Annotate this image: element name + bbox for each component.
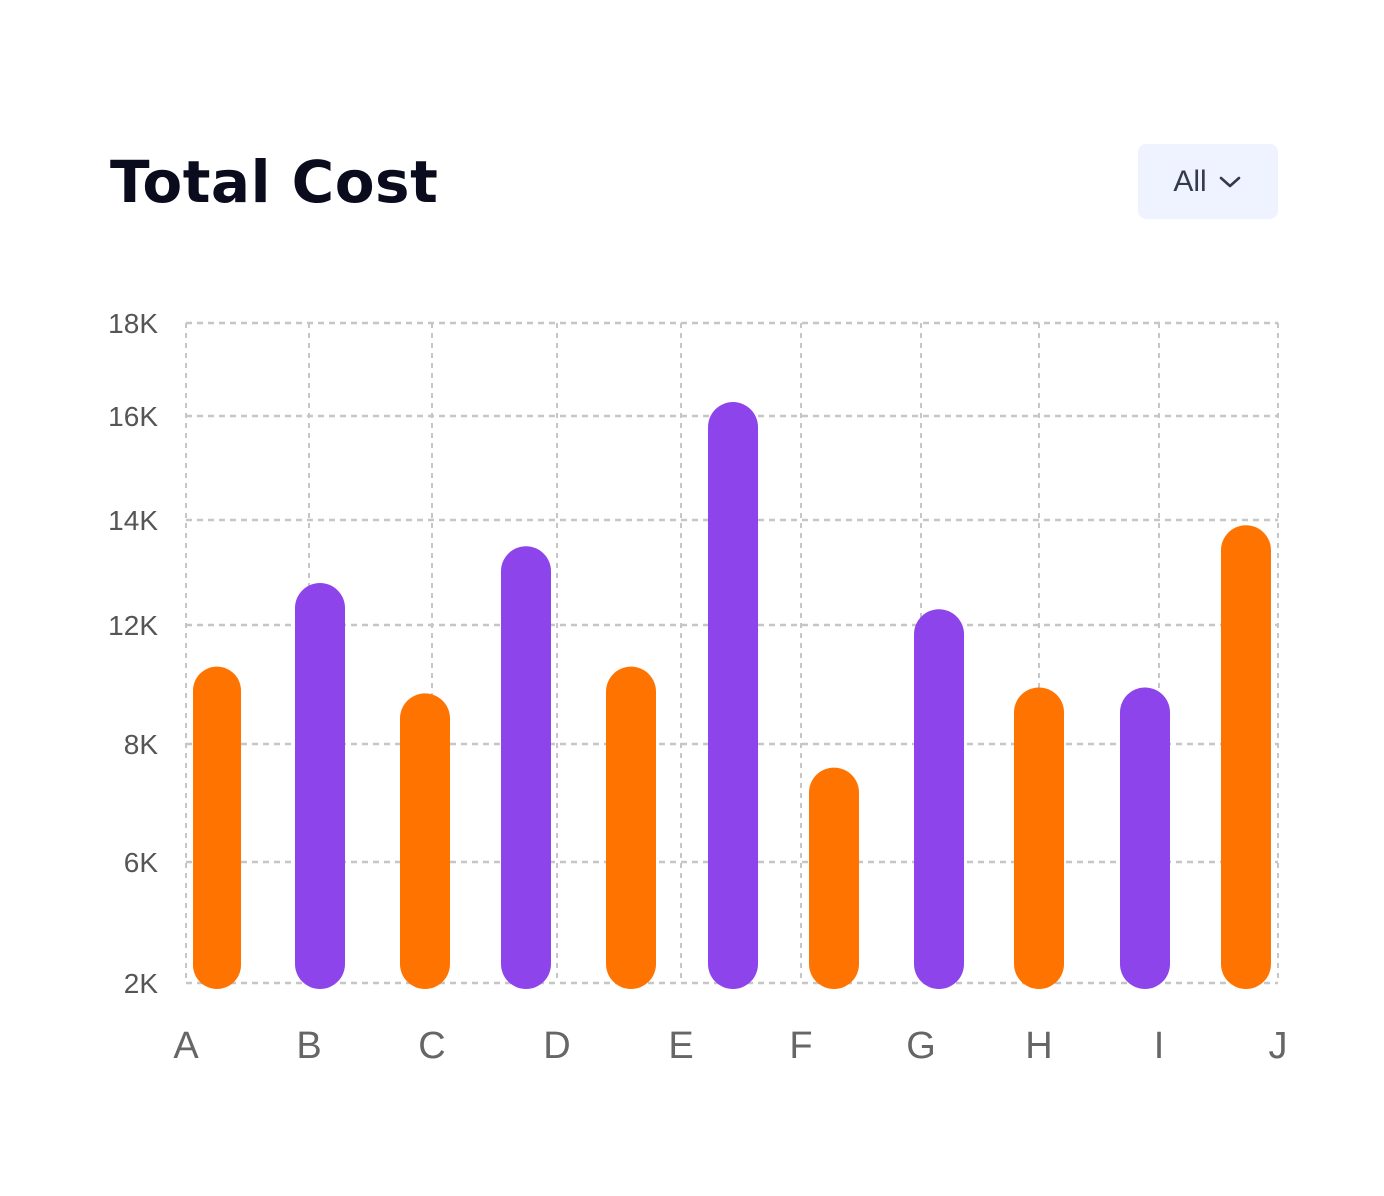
bar-c-orange: [400, 693, 450, 989]
y-tick-label: 16K: [108, 401, 158, 432]
bar-f-orange: [809, 767, 859, 989]
x-tick-label: J: [1269, 1025, 1288, 1067]
y-tick-label: 2K: [124, 968, 159, 999]
bar-e-orange: [606, 666, 656, 989]
filter-label: All: [1173, 164, 1207, 198]
x-tick-label: I: [1154, 1025, 1165, 1067]
filter-dropdown[interactable]: All: [1138, 144, 1278, 219]
bar-g-purple: [914, 609, 964, 989]
bar-b-purple: [295, 583, 345, 989]
bar-a-orange: [193, 666, 241, 989]
x-tick-label: B: [296, 1025, 321, 1067]
x-tick-label: G: [906, 1025, 936, 1067]
x-tick-label: H: [1025, 1025, 1052, 1067]
bar-i-purple: [1120, 687, 1170, 989]
y-tick-label: 8K: [124, 729, 159, 760]
x-tick-label: E: [668, 1025, 693, 1067]
y-tick-label: 14K: [108, 505, 158, 536]
bar-e-purple: [708, 402, 758, 989]
y-tick-label: 12K: [108, 610, 158, 641]
x-tick-label: F: [789, 1025, 812, 1067]
bar-h-orange: [1014, 687, 1064, 989]
y-tick-label: 6K: [124, 847, 159, 878]
x-tick-label: C: [418, 1025, 445, 1067]
chevron-down-icon: [1219, 176, 1240, 187]
bar-j-orange: [1221, 525, 1271, 989]
chart-title: Total Cost: [110, 148, 439, 216]
y-tick-label: 18K: [108, 308, 158, 339]
x-tick-label: D: [543, 1025, 570, 1067]
bar-d-purple: [501, 546, 551, 989]
x-tick-label: A: [173, 1025, 199, 1067]
